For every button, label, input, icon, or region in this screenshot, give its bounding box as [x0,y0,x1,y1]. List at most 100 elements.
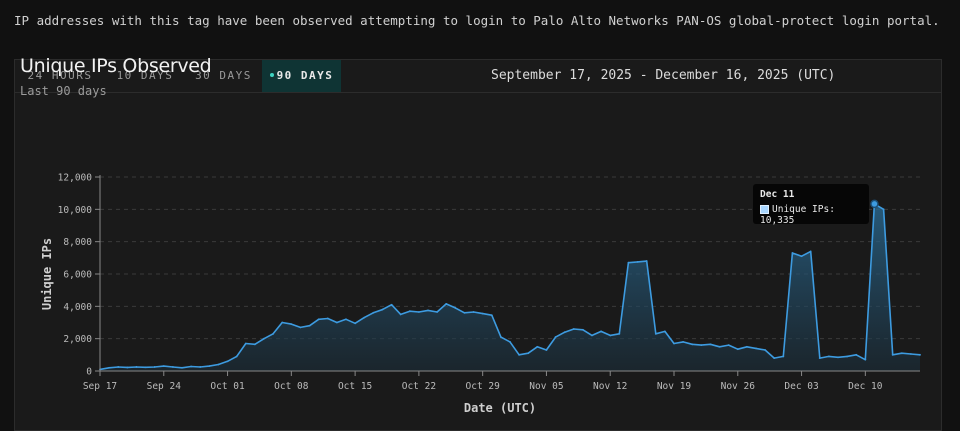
data-point [299,326,302,329]
data-point [837,356,839,359]
data-point [153,366,156,368]
data-point [618,332,621,335]
data-point [864,358,867,361]
data-point [363,316,366,319]
data-point [800,255,803,258]
data-point [454,307,457,309]
tab-30-days[interactable]: 30 DAYS [195,69,252,82]
data-point [545,349,548,351]
highlight-point [870,199,879,209]
data-point [390,303,393,306]
chart-title: Unique IPs Observed [20,55,212,77]
data-point [190,365,193,368]
data-point [600,330,603,333]
data-point [536,345,539,348]
data-point [718,345,721,348]
data-point [791,252,794,254]
chart-subtitle: Last 90 days [20,84,107,98]
data-point [609,334,612,337]
y-tick-label: 12,000 [58,173,93,184]
tooltip-value: 10,335 [760,215,795,226]
data-point [773,357,776,359]
data-point [827,355,830,358]
data-point [673,342,675,345]
data-point [427,309,429,312]
tab-90-days-label: 90 DAYS [276,69,334,82]
data-point [654,332,657,335]
data-point [290,323,293,326]
y-tick-label: 10,000 [58,205,93,216]
data-point [463,311,466,314]
data-point [181,366,183,369]
x-tick-label: Sep 17 [83,381,117,392]
data-point [518,353,521,356]
data-point [472,311,475,313]
data-point [217,363,220,366]
data-point [354,322,357,325]
data-point [581,328,584,331]
data-point [417,311,420,313]
x-tick-label: Nov 12 [593,381,627,392]
data-point [919,353,921,356]
tooltip-date: Dec 11 [760,189,795,200]
data-point [846,355,849,358]
series-swatch-icon [760,205,769,214]
data-point [171,366,174,368]
data-point [126,366,129,369]
data-point [727,344,730,347]
data-point [572,328,575,330]
data-point [281,321,284,324]
data-point [527,352,530,355]
data-point [199,366,202,368]
x-tick-label: Nov 19 [657,381,692,392]
data-point [372,311,375,314]
data-point [308,324,311,327]
x-tick-label: Oct 08 [274,381,309,392]
tab-10-days[interactable]: 10 DAYS [116,69,174,82]
data-point [144,366,147,369]
x-tick-label: Sep 24 [147,381,182,392]
x-tick-label: Oct 22 [402,381,436,392]
data-point [326,317,329,320]
y-tick-label: 0 [86,367,92,378]
x-axis-title: Date (UTC) [464,401,536,415]
data-point [809,250,812,253]
data-point [700,344,703,347]
date-range: September 17, 2025 - December 16, 2025 (… [491,68,836,83]
tab-90-days[interactable]: 90 DAYS [262,60,341,92]
tab-24-hours[interactable]: 24 HOURS [27,69,93,82]
x-tick-label: Dec 03 [784,381,818,392]
data-point [882,208,885,211]
data-point [408,310,411,313]
tooltip-series: Unique IPs [772,204,830,215]
data-point [244,342,247,345]
data-point [709,343,712,346]
time-range-tabs: 24 HOURS 10 DAYS 30 DAYS 90 DAYS Septemb… [15,60,941,93]
data-point [554,336,557,338]
data-point [436,311,439,313]
data-point [636,260,639,263]
data-point [900,352,903,355]
data-point [499,336,502,338]
data-point [891,353,894,356]
y-tick-label: 6,000 [63,270,92,281]
data-point [162,365,165,368]
x-tick-label: Nov 26 [721,381,756,392]
data-point [663,330,666,333]
data-point [782,355,785,358]
y-axis-title: Unique IPs [40,238,54,310]
data-point [627,261,630,264]
data-point [317,318,320,321]
y-tick-label: 4,000 [63,302,92,313]
series-area [100,203,920,371]
data-point [745,345,748,348]
x-tick-label: Oct 15 [338,381,372,392]
y-tick-label: 2,000 [63,334,92,345]
data-point [591,334,593,337]
data-point [253,343,256,346]
tooltip-row: Unique IPs: 10,335 [760,204,835,226]
data-point [481,312,484,315]
data-point [563,331,566,334]
data-point [509,341,511,343]
data-point [682,341,685,343]
